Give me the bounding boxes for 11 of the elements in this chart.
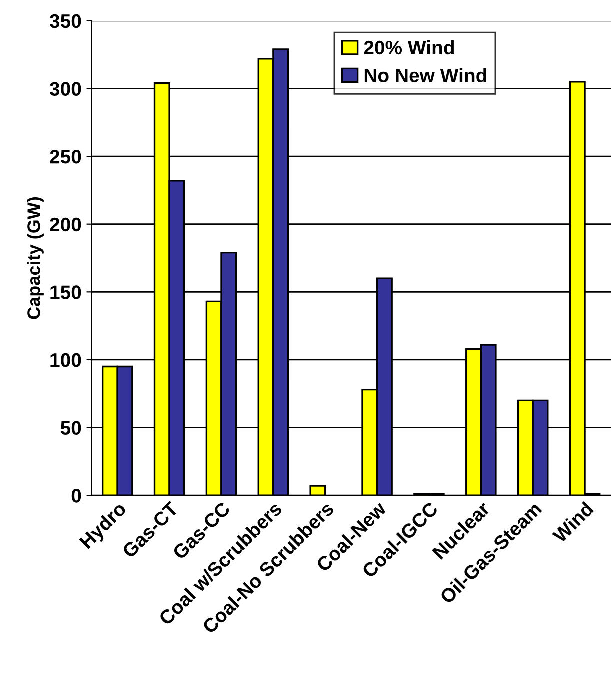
y-tick-label: 200 <box>50 218 82 232</box>
y-tick-label: 150 <box>50 286 82 300</box>
y-tick-label: 300 <box>50 82 82 96</box>
y-tick-label: 100 <box>50 353 82 368</box>
legend-label: 20% Wind <box>364 40 454 55</box>
y-tick-label: 0 <box>72 489 82 503</box>
y-tick-label: 350 <box>50 14 82 28</box>
legend-label: No New Wind <box>364 68 486 83</box>
y-tick-label: 50 <box>60 421 82 436</box>
y-axis-title: Capacity (GW) <box>27 197 44 320</box>
y-tick-label: 250 <box>50 150 82 164</box>
